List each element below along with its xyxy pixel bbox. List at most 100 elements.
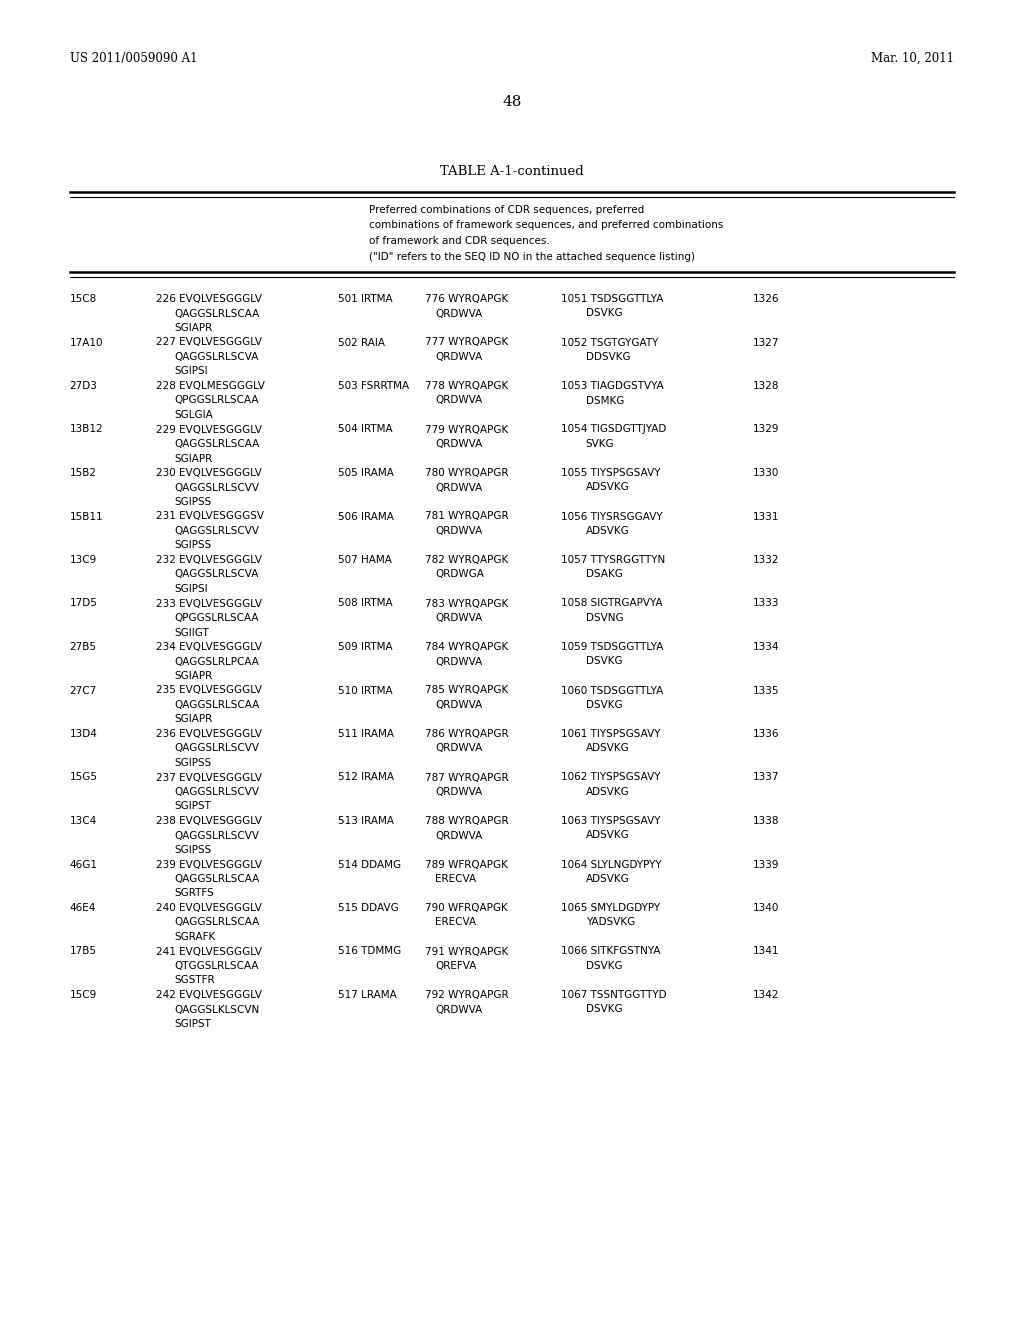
Text: 1335: 1335 [753,685,779,696]
Text: 508 IRTMA: 508 IRTMA [338,598,392,609]
Text: DSVKG: DSVKG [586,961,623,972]
Text: 233 EVQLVESGGGLV: 233 EVQLVESGGGLV [156,598,262,609]
Text: 786 WYRQAPGR: 786 WYRQAPGR [425,729,509,739]
Text: QTGGSLRLSCAA: QTGGSLRLSCAA [174,961,259,972]
Text: SGIAPR: SGIAPR [174,323,212,333]
Text: 1052 TSGTGYGATY: 1052 TSGTGYGATY [561,338,658,347]
Text: DSVKG: DSVKG [586,656,623,667]
Text: ADSVKG: ADSVKG [586,743,630,754]
Text: 27D3: 27D3 [70,381,97,391]
Text: 777 WYRQAPGK: 777 WYRQAPGK [425,338,508,347]
Text: SGIPSS: SGIPSS [174,845,211,855]
Text: 13C4: 13C4 [70,816,97,826]
Text: 1332: 1332 [753,554,779,565]
Text: QAGGSLRLSCVV: QAGGSLRLSCVV [174,830,259,841]
Text: 241 EVQLVESGGGLV: 241 EVQLVESGGGLV [156,946,262,957]
Text: 1060 TSDSGGTTLYA: 1060 TSDSGGTTLYA [561,685,664,696]
Text: QRDWVA: QRDWVA [435,440,482,449]
Text: 505 IRAMA: 505 IRAMA [338,469,394,478]
Text: 15G5: 15G5 [70,772,97,783]
Text: 17B5: 17B5 [70,946,96,957]
Text: QRDWVA: QRDWVA [435,1005,482,1015]
Text: ADSVKG: ADSVKG [586,830,630,841]
Text: Preferred combinations of CDR sequences, preferred: Preferred combinations of CDR sequences,… [369,205,644,215]
Text: 1327: 1327 [753,338,779,347]
Text: QAGGSLRLSCAA: QAGGSLRLSCAA [174,309,259,318]
Text: 788 WYRQAPGR: 788 WYRQAPGR [425,816,509,826]
Text: QRDWVA: QRDWVA [435,787,482,797]
Text: ADSVKG: ADSVKG [586,525,630,536]
Text: Mar. 10, 2011: Mar. 10, 2011 [871,51,954,65]
Text: 516 TDMMG: 516 TDMMG [338,946,401,957]
Text: 242 EVQLVESGGGLV: 242 EVQLVESGGGLV [156,990,262,1001]
Text: QAGGSLRLSCVV: QAGGSLRLSCVV [174,743,259,754]
Text: 232 EVQLVESGGGLV: 232 EVQLVESGGGLV [156,554,262,565]
Text: 1333: 1333 [753,598,779,609]
Text: 1066 SITKFGSTNYA: 1066 SITKFGSTNYA [561,946,660,957]
Text: 15B2: 15B2 [70,469,96,478]
Text: QPGGSLRLSCAA: QPGGSLRLSCAA [174,612,259,623]
Text: DSAKG: DSAKG [586,569,623,579]
Text: DSVKG: DSVKG [586,700,623,710]
Text: 231 EVQLVESGGGSV: 231 EVQLVESGGGSV [156,511,263,521]
Text: QAGGSLRLSCVV: QAGGSLRLSCVV [174,525,259,536]
Text: 513 IRAMA: 513 IRAMA [338,816,394,826]
Text: QAGGSLRLSCVV: QAGGSLRLSCVV [174,787,259,797]
Text: 1065 SMYLDGDYPY: 1065 SMYLDGDYPY [561,903,660,913]
Text: SGIPSS: SGIPSS [174,540,211,550]
Text: ADSVKG: ADSVKG [586,483,630,492]
Text: 514 DDAMG: 514 DDAMG [338,859,401,870]
Text: 1061 TIYSPSGSAVY: 1061 TIYSPSGSAVY [561,729,660,739]
Text: DSMKG: DSMKG [586,396,624,405]
Text: 1338: 1338 [753,816,779,826]
Text: 1059 TSDSGGTTLYA: 1059 TSDSGGTTLYA [561,642,664,652]
Text: 517 LRAMA: 517 LRAMA [338,990,396,1001]
Text: 237 EVQLVESGGGLV: 237 EVQLVESGGGLV [156,772,262,783]
Text: ADSVKG: ADSVKG [586,874,630,884]
Text: 511 IRAMA: 511 IRAMA [338,729,394,739]
Text: 781 WYRQAPGR: 781 WYRQAPGR [425,511,509,521]
Text: 1054 TIGSDGTTJYAD: 1054 TIGSDGTTJYAD [561,425,667,434]
Text: 1334: 1334 [753,642,779,652]
Text: QRDWVA: QRDWVA [435,656,482,667]
Text: 236 EVQLVESGGGLV: 236 EVQLVESGGGLV [156,729,262,739]
Text: SGRAFK: SGRAFK [174,932,215,942]
Text: 789 WFRQAPGK: 789 WFRQAPGK [425,859,508,870]
Text: 1062 TIYSPSGSAVY: 1062 TIYSPSGSAVY [561,772,660,783]
Text: 46E4: 46E4 [70,903,96,913]
Text: SGIPSI: SGIPSI [174,367,208,376]
Text: QAGGSLKLSCVN: QAGGSLKLSCVN [174,1005,259,1015]
Text: 791 WYRQAPGK: 791 WYRQAPGK [425,946,508,957]
Text: 1064 SLYLNGDYPYY: 1064 SLYLNGDYPYY [561,859,662,870]
Text: 227 EVQLVESGGGLV: 227 EVQLVESGGGLV [156,338,262,347]
Text: SGLGIA: SGLGIA [174,411,213,420]
Text: 1337: 1337 [753,772,779,783]
Text: combinations of framework sequences, and preferred combinations: combinations of framework sequences, and… [369,220,723,231]
Text: 1051 TSDSGGTTLYA: 1051 TSDSGGTTLYA [561,294,664,304]
Text: 782 WYRQAPGK: 782 WYRQAPGK [425,554,508,565]
Text: 1330: 1330 [753,469,779,478]
Text: 790 WFRQAPGK: 790 WFRQAPGK [425,903,508,913]
Text: 235 EVQLVESGGGLV: 235 EVQLVESGGGLV [156,685,262,696]
Text: 1329: 1329 [753,425,779,434]
Text: 1067 TSSNTGGTTYD: 1067 TSSNTGGTTYD [561,990,667,1001]
Text: 779 WYRQAPGK: 779 WYRQAPGK [425,425,508,434]
Text: 792 WYRQAPGR: 792 WYRQAPGR [425,990,509,1001]
Text: QRDWVA: QRDWVA [435,525,482,536]
Text: 785 WYRQAPGK: 785 WYRQAPGK [425,685,508,696]
Text: 1339: 1339 [753,859,779,870]
Text: SGRTFS: SGRTFS [174,888,214,899]
Text: QAGGSLRLSCAA: QAGGSLRLSCAA [174,440,259,449]
Text: TABLE A-1-continued: TABLE A-1-continued [440,165,584,178]
Text: 506 IRAMA: 506 IRAMA [338,511,394,521]
Text: DDSVKG: DDSVKG [586,352,631,362]
Text: 1336: 1336 [753,729,779,739]
Text: QAGGSLRLPCAA: QAGGSLRLPCAA [174,656,259,667]
Text: DSVKG: DSVKG [586,309,623,318]
Text: 239 EVQLVESGGGLV: 239 EVQLVESGGGLV [156,859,262,870]
Text: 15B11: 15B11 [70,511,103,521]
Text: 512 IRAMA: 512 IRAMA [338,772,394,783]
Text: 46G1: 46G1 [70,859,97,870]
Text: SGIAPR: SGIAPR [174,454,212,463]
Text: 504 IRTMA: 504 IRTMA [338,425,392,434]
